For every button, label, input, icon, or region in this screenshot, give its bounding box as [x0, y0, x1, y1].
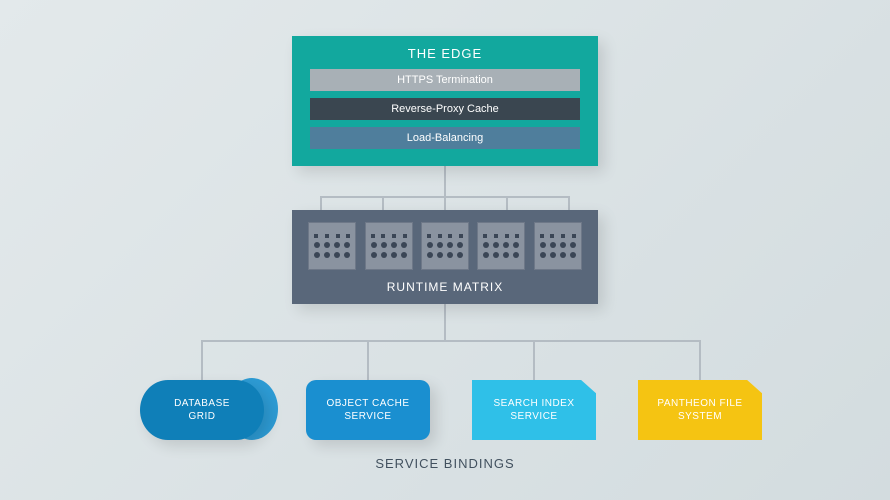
runtime-chip	[365, 222, 413, 270]
connector-service-bus	[201, 340, 701, 342]
connector-chip-drop	[320, 196, 322, 210]
service-pantheon-fs: PANTHEON FILESYSTEM	[638, 380, 762, 440]
edge-bar-2: Load-Balancing	[310, 127, 580, 149]
connector-chip-drop	[444, 196, 446, 210]
runtime-chip	[421, 222, 469, 270]
edge-bar-0: HTTPS Termination	[310, 69, 580, 91]
connector-service-drop	[367, 340, 369, 380]
service-bindings-title: SERVICE BINDINGS	[0, 456, 890, 471]
edge-title: THE EDGE	[310, 46, 580, 61]
connector-chip-drop	[568, 196, 570, 210]
service-search-index: SEARCH INDEXSERVICE	[472, 380, 596, 440]
service-object-cache: OBJECT CACHESERVICE	[306, 380, 430, 440]
runtime-chip	[308, 222, 356, 270]
connector-chip-drop	[506, 196, 508, 210]
edge-bar-1: Reverse-Proxy Cache	[310, 98, 580, 120]
runtime-title: RUNTIME MATRIX	[292, 280, 598, 294]
connector-edge-to-runtime	[444, 166, 446, 196]
runtime-box: RUNTIME MATRIX	[292, 210, 598, 304]
connector-runtime-to-bus	[444, 304, 446, 340]
runtime-chip	[534, 222, 582, 270]
runtime-chip	[477, 222, 525, 270]
diagram-stage: THE EDGE HTTPS Termination Reverse-Proxy …	[0, 0, 890, 500]
connector-service-drop	[201, 340, 203, 380]
service-database-grid: DATABASEGRID	[140, 380, 264, 440]
edge-box: THE EDGE HTTPS Termination Reverse-Proxy …	[292, 36, 598, 166]
connector-chip-drop	[382, 196, 384, 210]
connector-service-drop	[699, 340, 701, 380]
connector-service-drop	[533, 340, 535, 380]
